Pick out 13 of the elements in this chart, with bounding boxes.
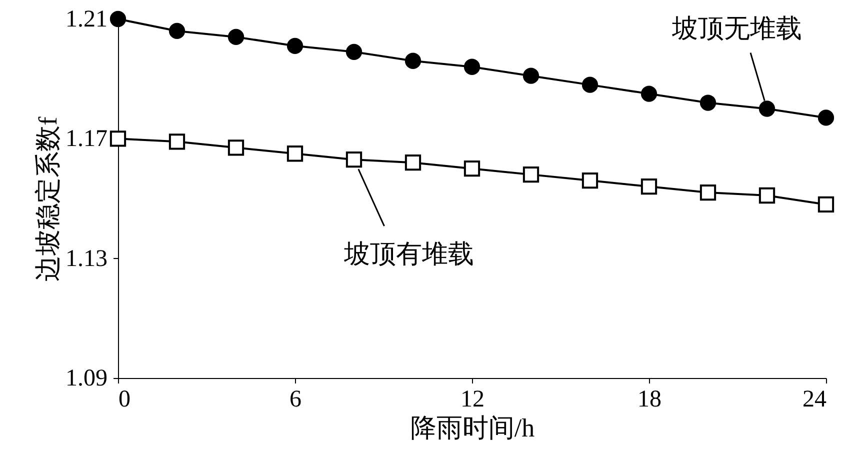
x-tick-label: 6 [290, 386, 302, 412]
legend-label: 坡顶有堆载 [343, 240, 474, 269]
y-tick-label: 1.17 [66, 126, 108, 152]
x-axis-title: 降雨时间/h [410, 414, 535, 442]
x-tick-label: 12 [460, 386, 484, 412]
y-tick-label: 1.13 [66, 246, 108, 272]
x-tick-label: 0 [118, 386, 130, 412]
y-tick-label: 1.09 [66, 366, 108, 392]
x-tick-label: 24 [802, 386, 826, 412]
series-label: 坡顶无堆载 [671, 14, 802, 43]
y-tick-label: 1.21 [66, 6, 108, 32]
y-axis-title: 边坡稳定系数f [34, 116, 62, 282]
x-tick-label: 18 [638, 386, 662, 412]
